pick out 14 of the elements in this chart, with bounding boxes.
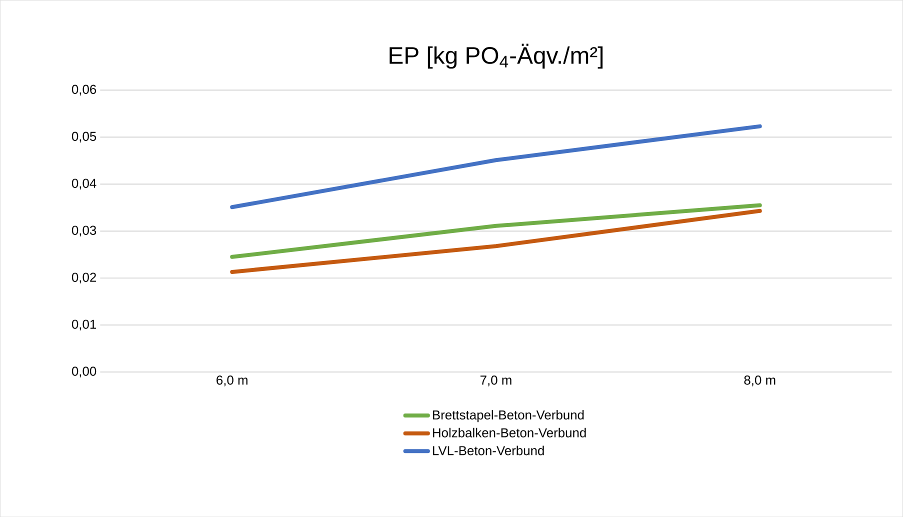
y-tick-label: 0,04: [72, 178, 96, 190]
y-tick-label: 0,05: [72, 132, 96, 142]
legend-label: LVL-Beton-Verbund: [433, 446, 544, 456]
y-tick-label: 0,01: [72, 320, 96, 330]
chart-title: EP [kg PO$_{4}$-Äqv./m²]: [390, 44, 603, 69]
y-tick-label: 0,06: [72, 84, 96, 96]
x-tick-label: 8,0 m: [744, 375, 776, 386]
x-tick-label: 6,0 m: [216, 375, 248, 386]
y-tick-label: 0,03: [72, 226, 96, 236]
legend-label: Holzbalken-Beton-Verbund: [433, 428, 586, 438]
legend-label: Brettstapel-Beton-Verbund: [433, 410, 584, 422]
x-tick-label: 7,0 m: [480, 375, 512, 386]
y-tick-label: 0,00: [72, 366, 96, 378]
y-tick-label: 0,02: [72, 272, 96, 284]
